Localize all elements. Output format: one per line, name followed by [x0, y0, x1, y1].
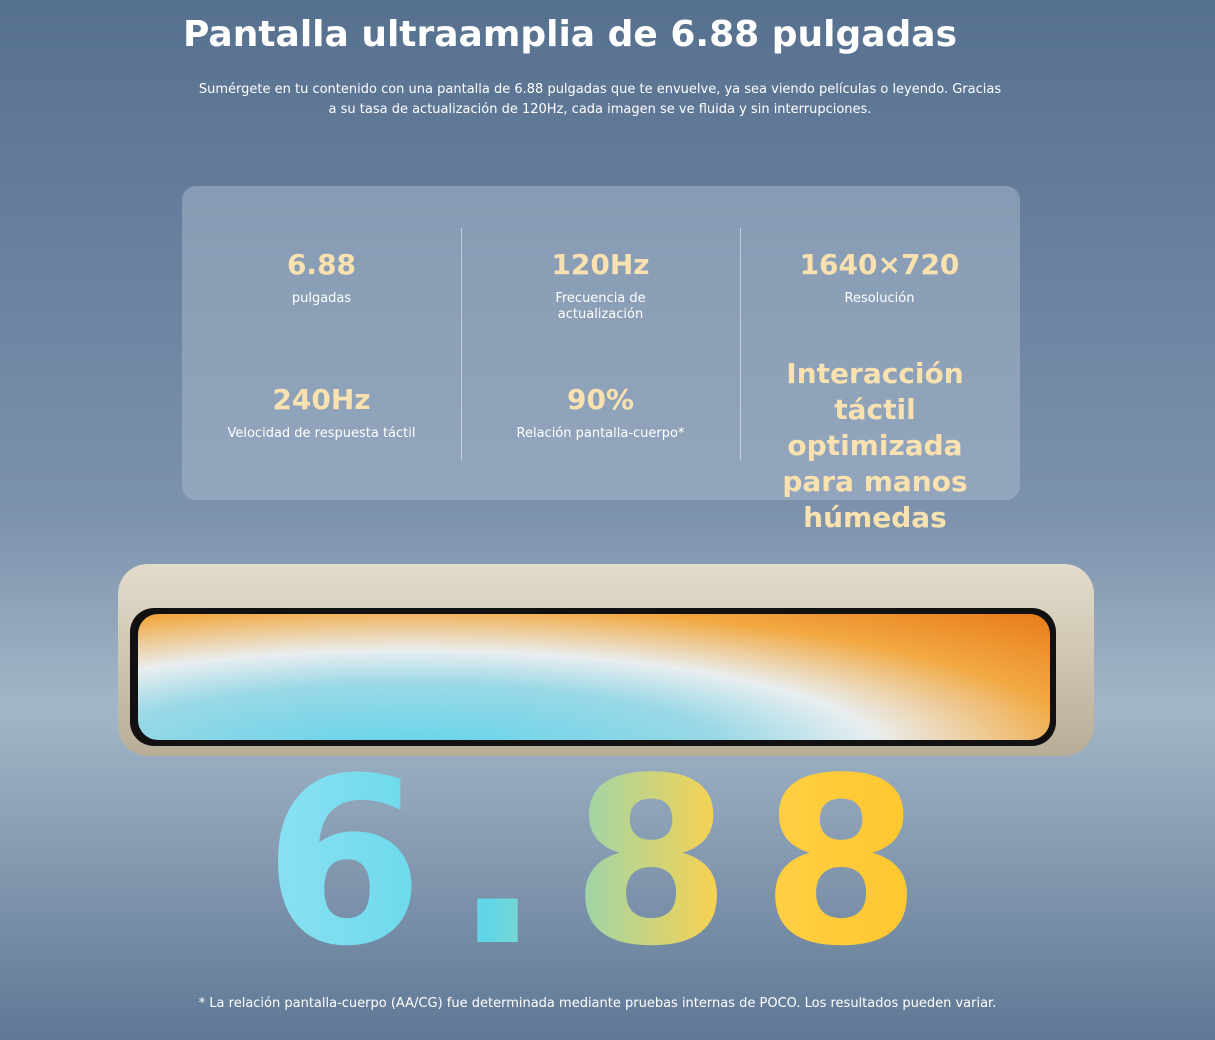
hero-number: 6.88	[0, 730, 1215, 997]
spec-label: Relación pantalla-cuerpo*	[516, 426, 685, 441]
subtitle: Sumérgete en tu contenido con una pantal…	[198, 82, 1002, 117]
divider	[740, 228, 741, 460]
spec: 90% Relación pantalla-cuerpo*	[461, 383, 740, 442]
spec-value: 90%	[566, 383, 635, 416]
spec: 6.88 pulgadas	[182, 248, 461, 307]
title: Pantalla ultraamplia de 6.88 pulgadas	[182, 14, 958, 55]
spec-value: 6.88	[286, 248, 357, 281]
spec: 240Hz Velocidad de respuesta táctil	[182, 383, 461, 442]
spec-label: Resolución	[844, 291, 915, 306]
spec: 120Hz Frecuencia de actualización	[461, 248, 740, 323]
spec-label: Velocidad de respuesta táctil	[227, 426, 416, 441]
spec-value: 240Hz	[272, 383, 371, 416]
spec-value: 120Hz	[551, 248, 650, 281]
phone-image	[118, 564, 1094, 756]
display	[138, 614, 1050, 740]
spec: Interacción táctil optimizada para manos…	[750, 356, 1000, 536]
spec-card: 6.88 pulgadas 120Hz Frecuencia de actualiz…	[182, 186, 1020, 534]
spec-value: Interacción táctil optimizada para manos…	[782, 357, 968, 534]
divider	[461, 228, 462, 460]
footnote: * La relación pantalla-cuerpo (AA/CG) fu…	[198, 996, 997, 1011]
spec-label: pulgadas	[291, 291, 352, 306]
phone-screen	[130, 608, 1056, 746]
spec: 1640×720 Resolución	[740, 248, 1019, 307]
spec-value: 1640×720	[799, 248, 960, 281]
spec-label: Frecuencia de actualización	[555, 291, 646, 322]
